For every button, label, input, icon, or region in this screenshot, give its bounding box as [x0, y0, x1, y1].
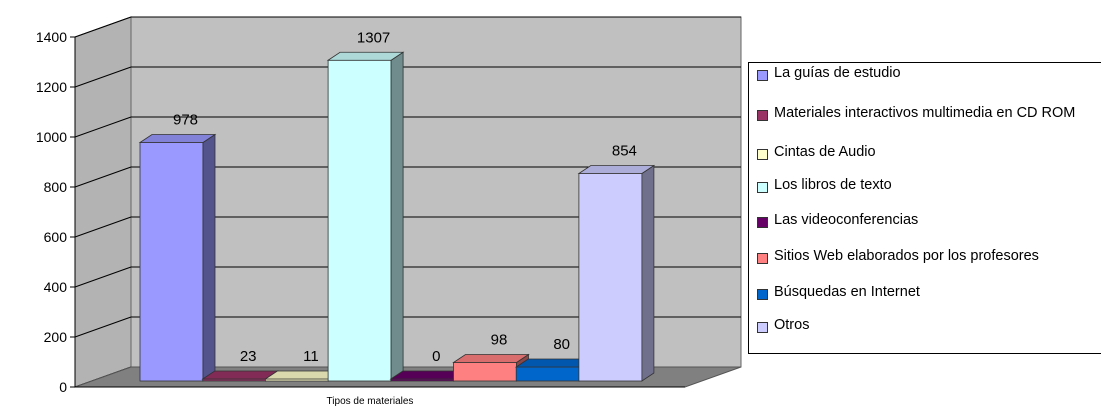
bar-side — [202, 133, 216, 382]
y-tick-label: 0 — [59, 379, 67, 395]
bar-side — [390, 51, 404, 382]
legend-label: Búsquedas en Internet — [774, 284, 920, 300]
y-tick-label: 200 — [44, 329, 68, 345]
bar-top — [138, 134, 217, 143]
legend-swatch — [757, 217, 768, 228]
legend-label: Materiales interactivos multimedia en CD… — [774, 105, 1076, 121]
legend: La guías de estudio Materiales interactiv… — [748, 62, 1101, 354]
legend-item: Otros — [757, 318, 809, 333]
legend-label: Las videoconferencias — [774, 212, 919, 228]
legend-item: Las videoconferencias — [757, 213, 918, 228]
bar-top — [201, 370, 280, 380]
bar-top — [577, 165, 656, 174]
gridline — [74, 266, 741, 288]
legend-item: Los libros de texto — [757, 178, 892, 193]
gridline — [74, 166, 741, 188]
legend-swatch — [757, 110, 768, 121]
y-tick-label: 800 — [44, 179, 68, 195]
legend-label: Los libros de texto — [774, 177, 892, 193]
gridline — [74, 316, 741, 338]
gridline — [74, 116, 741, 138]
bar-front — [453, 362, 517, 382]
bar-front — [515, 366, 580, 382]
bar-top — [452, 354, 530, 363]
legend-label: Cintas de Audio — [774, 144, 876, 160]
bar — [577, 164, 656, 382]
gridline — [74, 66, 741, 88]
legend-swatch — [757, 70, 768, 81]
data-label: 854 — [612, 143, 637, 160]
legend-swatch — [757, 253, 768, 264]
legend-item: Cintas de Audio — [757, 145, 876, 160]
bar — [138, 133, 217, 382]
data-label: 978 — [173, 112, 198, 129]
legend-item: Materiales interactivos multimedia en CD… — [757, 106, 1075, 121]
bar — [326, 51, 405, 382]
data-labels: 978 23 11 1307 0 98 80 854 — [173, 29, 637, 365]
y-tick-label: 1400 — [36, 29, 67, 45]
legend-label: Sitios Web elaborados por los profesores — [774, 248, 1039, 264]
bar-front — [327, 59, 392, 382]
bar-top — [326, 51, 405, 61]
x-axis-title: Tipos de materiales — [327, 396, 414, 407]
legend-swatch — [757, 289, 768, 300]
data-label: 0 — [432, 348, 440, 365]
legend-swatch — [757, 322, 768, 333]
bar-front — [578, 173, 643, 382]
bar — [452, 353, 530, 382]
data-label: 1307 — [357, 29, 390, 46]
side-wall — [74, 16, 132, 388]
gridline — [74, 16, 741, 38]
legend-swatch — [757, 182, 768, 193]
data-label: 11 — [303, 348, 319, 365]
bars — [138, 51, 656, 382]
gridline — [74, 216, 741, 238]
y-tick-label: 600 — [44, 229, 68, 245]
legend-label: Otros — [774, 317, 810, 333]
data-label: 80 — [553, 336, 570, 353]
legend-label: La guías de estudio — [774, 65, 901, 81]
y-tick-label: 400 — [44, 279, 68, 295]
legend-swatch — [757, 149, 768, 160]
y-tick-label: 1200 — [36, 79, 67, 95]
data-label: 98 — [491, 332, 508, 349]
bar-side — [641, 164, 655, 382]
data-label: 23 — [240, 348, 257, 365]
legend-item: Búsquedas en Internet — [757, 285, 920, 300]
legend-item: La guías de estudio — [757, 66, 901, 81]
bar-front — [139, 142, 204, 382]
legend-item: Sitios Web elaborados por los profesores — [757, 249, 1039, 264]
y-tick-label: 1000 — [36, 129, 67, 145]
